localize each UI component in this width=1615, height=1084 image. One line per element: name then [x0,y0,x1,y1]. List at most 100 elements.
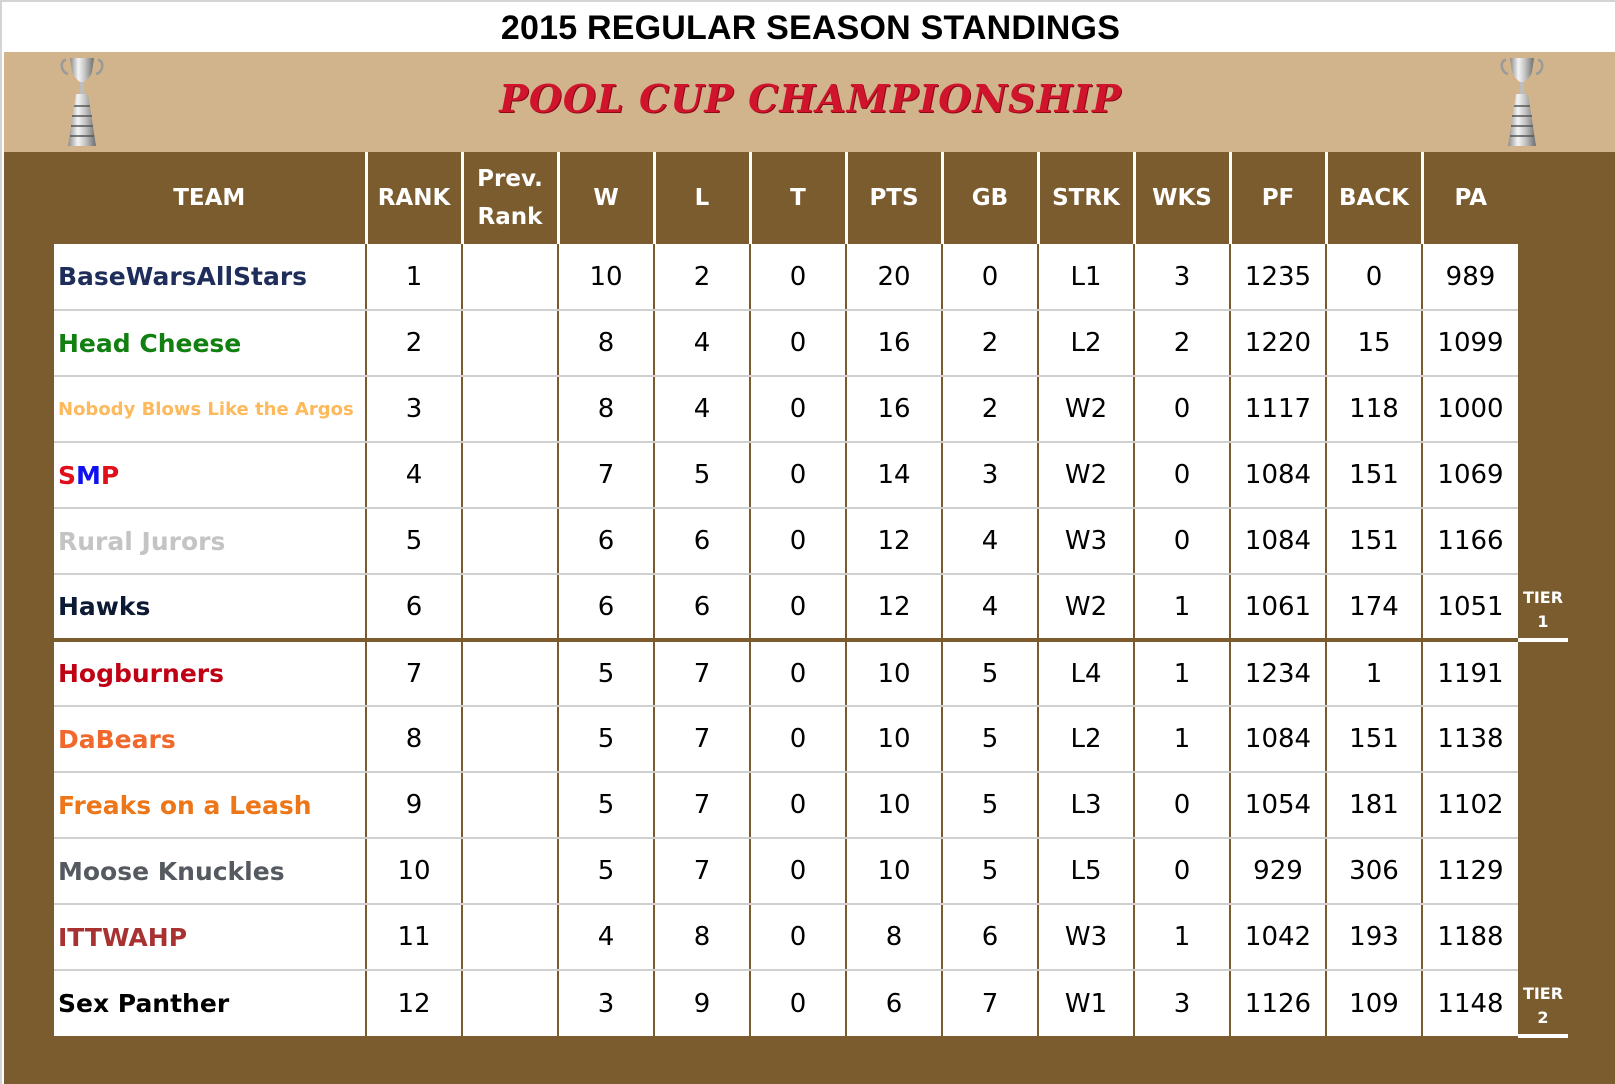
team-name: Freaks on a Leash [54,772,366,839]
points-against-cell: 1069 [1421,442,1518,509]
ties-cell: 0 [749,970,846,1036]
points-against-cell: 1129 [1421,838,1518,905]
team-name: Hogburners [54,640,366,707]
ties-cell: 0 [749,376,846,443]
streak-cell: W2 [1037,574,1134,642]
points-cell: 10 [845,640,942,707]
row-left-margin [4,442,54,508]
standings-body: BaseWarsAllStars 1 10 2 0 20 0 L1 3 1235… [4,244,1568,1038]
team-name: Rural Jurors [54,508,366,575]
games-back-cell: 4 [941,574,1038,642]
weeks-cell: 3 [1133,970,1230,1036]
row-left-margin [4,904,54,970]
row-left-margin [4,310,54,376]
points-for-cell: 1117 [1229,376,1326,443]
championship-subtitle: POOL CUP CHAMPIONSHIP [499,76,1122,121]
games-back-cell: 0 [941,244,1038,311]
rank-cell: 5 [365,508,462,575]
team-name: Hawks [54,574,366,642]
ties-cell: 0 [749,310,846,377]
weeks-cell: 2 [1133,310,1230,377]
row-right-margin [1518,376,1568,442]
points-against-cell: 1148 [1421,970,1518,1036]
weeks-cell: 0 [1133,376,1230,443]
team-name: Nobody Blows Like the Argos [54,376,366,443]
points-against-cell: 989 [1421,244,1518,311]
weeks-cell: 0 [1133,442,1230,509]
rank-cell: 8 [365,706,462,773]
games-back-cell: 5 [941,706,1038,773]
right-margin [1518,152,1568,244]
points-for-cell: 1235 [1229,244,1326,311]
points-cell: 16 [845,376,942,443]
back-cell: 109 [1325,970,1422,1036]
points-cell: 10 [845,706,942,773]
points-against-cell: 1102 [1421,772,1518,839]
points-for-cell: 1042 [1229,904,1326,971]
table-row: Rural Jurors 5 6 6 0 12 4 W3 0 1084 151 … [4,508,1568,575]
streak-cell: L1 [1037,244,1134,311]
tier-label-line1: TIER [1522,588,1564,607]
tier-label-number: 2 [1537,1008,1549,1027]
losses-cell: 8 [653,904,750,971]
points-cell: 16 [845,310,942,377]
row-right-margin [1518,310,1568,376]
column-header-strk: STRK [1036,152,1134,244]
prev-rank-cell [461,772,558,839]
title-bar: 2015 REGULAR SEASON STANDINGS [4,4,1615,52]
points-against-cell: 1000 [1421,376,1518,443]
games-back-cell: 5 [941,640,1038,707]
weeks-cell: 1 [1133,640,1230,707]
left-margin [4,152,54,244]
team-name: Moose Knuckles [54,838,366,905]
games-back-cell: 2 [941,376,1038,443]
column-header-pa: PA [1420,152,1518,244]
rank-cell: 6 [365,574,462,642]
weeks-cell: 1 [1133,904,1230,971]
row-right-margin [1518,442,1568,508]
losses-cell: 7 [653,640,750,707]
ties-cell: 0 [749,772,846,839]
weeks-cell: 0 [1133,838,1230,905]
row-right-margin [1518,508,1568,574]
back-cell: 151 [1325,442,1422,509]
streak-cell: W1 [1037,970,1134,1036]
rank-cell: 7 [365,640,462,707]
points-against-cell: 1188 [1421,904,1518,971]
games-back-cell: 6 [941,904,1038,971]
streak-cell: W2 [1037,442,1134,509]
weeks-cell: 1 [1133,574,1230,642]
streak-cell: W2 [1037,376,1134,443]
rank-cell: 11 [365,904,462,971]
table-row: Moose Knuckles 10 5 7 0 10 5 L5 0 929 30… [4,838,1568,905]
row-left-margin [4,376,54,442]
column-header-pf: PF [1228,152,1326,244]
points-for-cell: 1084 [1229,508,1326,575]
back-cell: 1 [1325,640,1422,707]
row-right-margin [1518,838,1568,904]
team-name: BaseWarsAllStars [54,244,366,311]
rank-cell: 9 [365,772,462,839]
points-against-cell: 1051 [1421,574,1518,642]
games-back-cell: 4 [941,508,1038,575]
streak-cell: W3 [1037,508,1134,575]
wins-cell: 4 [557,904,654,971]
table-row: ITTWAHP 11 4 8 0 8 6 W3 1 1042 193 1188 [4,904,1568,971]
prev-rank-cell [461,376,558,443]
losses-cell: 4 [653,376,750,443]
rank-cell: 3 [365,376,462,443]
row-left-margin [4,970,54,1036]
column-header-team: TEAM [54,152,366,244]
wins-cell: 6 [557,574,654,642]
games-back-cell: 5 [941,772,1038,839]
back-cell: 193 [1325,904,1422,971]
losses-cell: 6 [653,574,750,642]
wins-cell: 3 [557,970,654,1036]
games-back-cell: 5 [941,838,1038,905]
points-cell: 8 [845,904,942,971]
tier-label-line1: TIER [1522,984,1564,1003]
team-name-letter: P [100,460,120,490]
table-row: BaseWarsAllStars 1 10 2 0 20 0 L1 3 1235… [4,244,1568,311]
points-cell: 10 [845,772,942,839]
back-cell: 118 [1325,376,1422,443]
